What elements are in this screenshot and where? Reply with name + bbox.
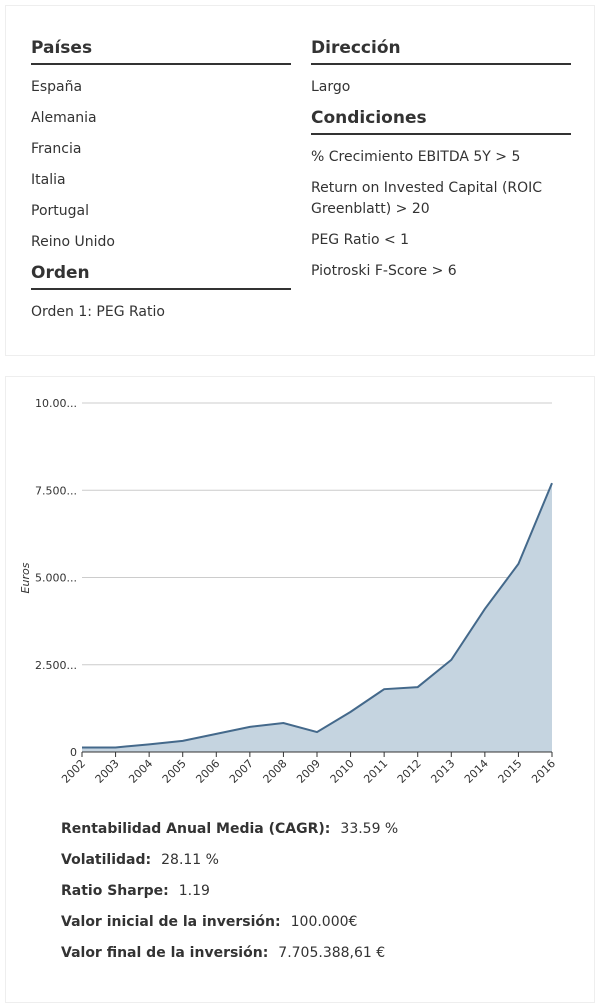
x-tick-label: 2009: [294, 757, 323, 786]
line: [82, 482, 553, 749]
x-tick-label: 2014: [462, 757, 491, 786]
stat-value: 28.11 %: [161, 852, 219, 868]
stat-label: Rentabilidad Anual Media (CAGR):: [61, 821, 331, 837]
stat-value: 7.705.388,61 €: [278, 945, 386, 961]
right-column: Dirección Largo Condiciones % Crecimiento E…: [311, 38, 571, 292]
stat-value: 100.000€: [290, 914, 358, 930]
chart: Euros 0 2.500... 5.000... 7.500... 10.00... 2…: [19, 397, 558, 786]
stat-value: 1.19: [178, 883, 210, 899]
filter-item: España: [31, 79, 83, 95]
filter-group: Condiciones % Crecimiento EBITDA 5Y > 5 Re…: [311, 108, 571, 282]
y-tick-label: 7.500...: [35, 484, 77, 497]
filter-item: Orden 1: PEG Ratio: [31, 304, 165, 320]
group-title: Orden: [31, 263, 291, 290]
filter-panel: Países España Alemania Francia Italia Portuga…: [5, 5, 595, 356]
stat-value: 33.59 %: [340, 821, 399, 837]
stat-label: Valor final de la inversión:: [61, 945, 269, 961]
group-title: Países: [31, 38, 291, 65]
filter-group: Países España Alemania Francia Italia Portuga…: [31, 38, 291, 253]
filter-item: Piotroski F-Score > 6: [311, 263, 457, 279]
filter-item: Return on Invested Capital (ROIC Greenbl…: [311, 180, 543, 217]
x-tick-label: 2008: [261, 757, 290, 786]
stat-row: Ratio Sharpe: 1.19: [61, 883, 398, 914]
y-tick-label: 5.000...: [35, 572, 77, 585]
x-tick-label: 2011: [361, 757, 390, 786]
x-tick-label: 2016: [529, 757, 558, 786]
filter-item: PEG Ratio < 1: [311, 232, 410, 248]
y-tick-label: 0: [70, 746, 77, 759]
filter-group: Dirección Largo: [311, 38, 571, 98]
x-tick-label: 2010: [328, 757, 357, 786]
y-tick-label: 10.00...: [35, 397, 77, 410]
x-tick-label: 2003: [93, 757, 122, 786]
filter-item: Francia: [31, 141, 82, 157]
area: [82, 483, 552, 752]
filter-item: Portugal: [31, 203, 89, 219]
x-tick-label: 2005: [160, 757, 189, 786]
filter-item: % Crecimiento EBITDA 5Y > 5: [311, 149, 521, 165]
x-tick-label: 2015: [496, 757, 525, 786]
stat-label: Valor inicial de la inversión:: [61, 914, 281, 930]
stat-row: Valor final de la inversión: 7.705.388,61…: [61, 945, 398, 976]
x-tick-label: 2012: [395, 757, 424, 786]
stat-row: Volatilidad: 28.11 %: [61, 852, 398, 883]
y-tick-label: 2.500...: [35, 659, 77, 672]
filter-item: Largo: [311, 79, 351, 95]
filter-item: Alemania: [31, 110, 97, 126]
results-panel: Euros 0 2.500... 5.000... 7.500... 10.00... 2…: [5, 376, 595, 1003]
stat-label: Ratio Sharpe:: [61, 883, 169, 899]
filter-item: Reino Unido: [31, 234, 115, 250]
x-tick-label: 2004: [126, 757, 155, 786]
group-title: Condiciones: [311, 108, 571, 135]
x-tick-label: 2007: [227, 757, 256, 786]
stat-row: Valor inicial de la inversión: 100.000€: [61, 914, 398, 945]
group-title: Dirección: [311, 38, 571, 65]
x-tick-label: 2006: [193, 757, 222, 786]
left-column: Países España Alemania Francia Italia Portuga…: [31, 38, 291, 333]
filter-item: Italia: [31, 172, 66, 188]
stat-label: Volatilidad:: [61, 852, 152, 868]
x-tick-label: 2002: [59, 757, 88, 786]
y-axis-label: Euros: [19, 562, 32, 593]
stats: Rentabilidad Anual Media (CAGR): 33.59 % V…: [61, 821, 398, 976]
x-tick-label: 2013: [428, 757, 457, 786]
filter-group: Orden Orden 1: PEG Ratio: [31, 263, 291, 323]
stat-row: Rentabilidad Anual Media (CAGR): 33.59 %: [61, 821, 398, 852]
